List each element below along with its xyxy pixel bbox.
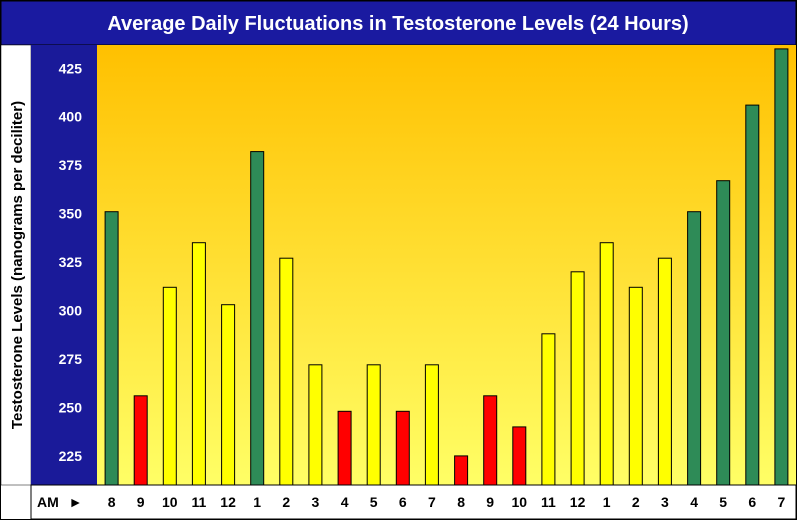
bar <box>483 395 498 486</box>
y-tick-label: 250 <box>59 399 83 415</box>
x-tick-label: 12 <box>570 494 586 510</box>
bar <box>745 104 760 486</box>
y-label-strip <box>0 44 32 486</box>
x-tick-label: 3 <box>312 494 320 510</box>
x-prefix-arrow-icon: ► <box>69 494 83 510</box>
x-tick-label: 2 <box>282 494 290 510</box>
bar <box>221 304 236 486</box>
x-tick-label: 10 <box>162 494 178 510</box>
bar <box>454 455 469 486</box>
x-axis-row <box>30 484 797 520</box>
x-tick-label: 9 <box>137 494 145 510</box>
x-tick-label: 6 <box>399 494 407 510</box>
x-tick-label: 6 <box>748 494 756 510</box>
bar <box>250 151 265 486</box>
bar <box>599 242 614 486</box>
bar <box>716 180 731 486</box>
y-tick-label: 225 <box>59 448 83 464</box>
bar <box>687 211 702 486</box>
y-tick-label: 375 <box>59 157 83 173</box>
bar <box>541 333 556 486</box>
bar <box>512 426 527 486</box>
x-tick-label: 8 <box>108 494 116 510</box>
bar <box>570 271 585 486</box>
x-tick-label: 1 <box>603 494 611 510</box>
chart-title: Average Daily Fluctuations in Testostero… <box>107 13 688 35</box>
x-axis-prefix: AM ► <box>37 494 83 510</box>
y-axis-band <box>31 45 97 485</box>
x-tick-label: 11 <box>191 494 206 510</box>
bar <box>191 242 206 486</box>
x-ticks: 8 9 10 11 12 1 2 3 4 5 6 7 8 9 10 11 12 1 2 3 4 5 6 7 <box>108 494 786 510</box>
bar <box>337 410 352 486</box>
x-tick-label: 5 <box>370 494 378 510</box>
x-tick-label: 4 <box>341 494 349 510</box>
bar <box>424 364 439 486</box>
x-tick-label: 7 <box>428 494 436 510</box>
y-tick-label: 400 <box>59 109 83 125</box>
y-tick-label: 325 <box>59 254 83 270</box>
y-axis-label: Testosterone Levels (nanograms per decil… <box>9 101 26 429</box>
x-tick-label: 5 <box>719 494 727 510</box>
y-tick-label: 425 <box>59 60 83 76</box>
bar <box>628 286 643 486</box>
y-tick-label: 350 <box>59 206 83 222</box>
x-tick-label: 8 <box>457 494 465 510</box>
bar <box>104 211 119 486</box>
title-banner <box>0 0 797 46</box>
y-ticks: 225 250 275 300 325 350 375 400 425 <box>59 60 83 464</box>
bar <box>395 410 410 486</box>
x-tick-label: 12 <box>220 494 236 510</box>
bar <box>279 257 294 486</box>
x-tick-label: 7 <box>778 494 786 510</box>
x-prefix-label: AM <box>37 494 59 510</box>
bar <box>133 395 148 486</box>
x-tick-label: 9 <box>486 494 494 510</box>
plot-area <box>97 45 796 485</box>
bar <box>162 286 177 486</box>
bar <box>657 257 672 486</box>
x-tick-label: 2 <box>632 494 640 510</box>
bar <box>774 48 789 486</box>
bar <box>308 364 323 486</box>
x-tick-label: 4 <box>690 494 698 510</box>
bar <box>366 364 381 486</box>
x-tick-label: 11 <box>541 494 556 510</box>
x-tick-label: 3 <box>661 494 669 510</box>
y-tick-label: 300 <box>59 303 83 319</box>
x-tick-label: 1 <box>253 494 261 510</box>
y-tick-label: 275 <box>59 351 83 367</box>
x-tick-label: 10 <box>512 494 528 510</box>
